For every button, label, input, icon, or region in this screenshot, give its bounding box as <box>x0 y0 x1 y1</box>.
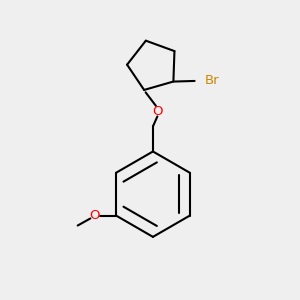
Text: Br: Br <box>204 74 219 87</box>
Text: O: O <box>152 105 163 118</box>
Text: O: O <box>89 209 100 222</box>
